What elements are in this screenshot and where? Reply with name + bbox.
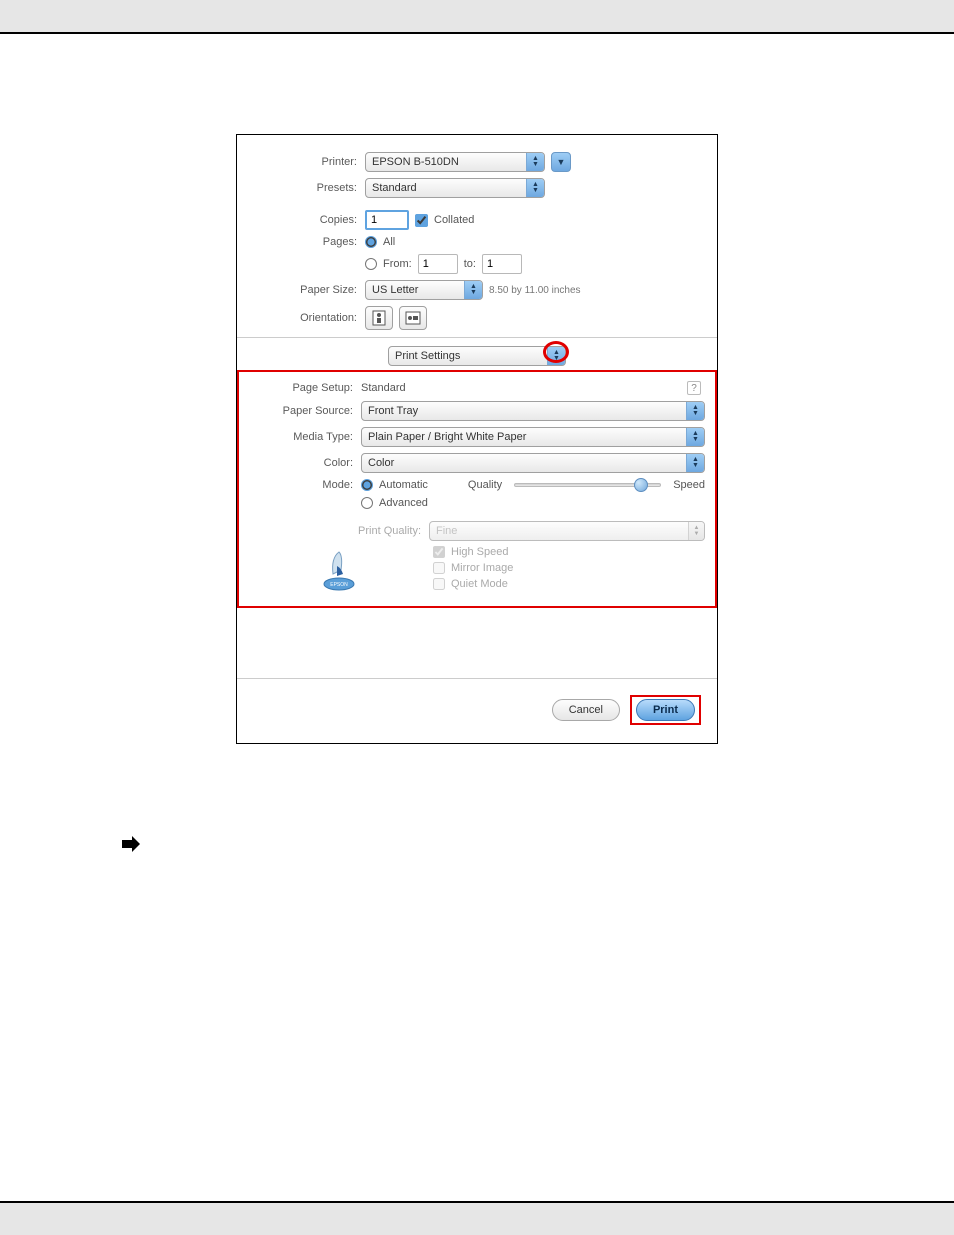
page-footer-bar (0, 1201, 954, 1235)
pages-label: Pages: (237, 236, 365, 248)
from-page-input[interactable] (418, 254, 458, 274)
paper-dimensions-text: 8.50 by 11.00 inches (489, 285, 581, 296)
print-button[interactable]: Print (636, 699, 695, 721)
print-quality-select: Fine ▲▼ (429, 521, 705, 541)
mirror-image-label: Mirror Image (445, 562, 513, 574)
page-header-bar (0, 0, 954, 34)
stepper-icon: ▲▼ (686, 428, 704, 446)
high-speed-checkbox (433, 546, 445, 558)
help-icon[interactable]: ? (687, 381, 701, 395)
collated-label: Collated (434, 214, 474, 226)
advanced-label: Advanced (379, 497, 428, 509)
collated-checkbox[interactable] (415, 214, 428, 227)
stepper-icon: ▲▼ (526, 179, 544, 197)
printer-select[interactable]: EPSON B-510DN ▲▼ (365, 152, 545, 172)
paper-size-label: Paper Size: (237, 284, 365, 296)
mode-advanced-radio[interactable] (361, 497, 373, 509)
divider (237, 337, 717, 338)
quiet-mode-checkbox (433, 578, 445, 590)
stepper-icon: ▲▼ (688, 522, 704, 540)
stepper-icon: ▲▼ (464, 281, 482, 299)
copies-label: Copies: (237, 214, 365, 226)
quality-label: Quality (468, 479, 502, 491)
printer-label: Printer: (237, 156, 365, 168)
from-label: From: (383, 258, 412, 270)
footnote-arrow (120, 834, 834, 854)
epson-ink-icon: EPSON (317, 548, 361, 592)
to-label: to: (464, 258, 476, 270)
pages-all-label: All (383, 236, 395, 248)
divider (237, 678, 717, 679)
stepper-icon: ▲▼ (547, 347, 565, 365)
speed-label: Speed (673, 479, 705, 491)
automatic-label: Automatic (379, 479, 428, 491)
presets-label: Presets: (237, 182, 365, 194)
page-content: Printer: EPSON B-510DN ▲▼ ▼ Presets: Sta… (0, 34, 954, 854)
print-dialog: Printer: EPSON B-510DN ▲▼ ▼ Presets: Sta… (236, 134, 718, 744)
svg-text:EPSON: EPSON (330, 582, 348, 588)
quiet-mode-label: Quiet Mode (445, 578, 508, 590)
presets-select[interactable]: Standard ▲▼ (365, 178, 545, 198)
pages-all-radio[interactable] (365, 236, 377, 248)
print-quality-label: Print Quality: (249, 525, 429, 537)
pages-from-radio[interactable] (365, 258, 377, 270)
quality-speed-slider[interactable] (514, 483, 661, 487)
high-speed-label: High Speed (445, 546, 509, 558)
color-label: Color: (249, 457, 361, 469)
color-select[interactable]: Color ▲▼ (361, 453, 705, 473)
mirror-image-checkbox (433, 562, 445, 574)
media-type-label: Media Type: (249, 431, 361, 443)
stepper-icon: ▲▼ (686, 402, 704, 420)
orientation-label: Orientation: (237, 312, 365, 324)
arrow-icon (120, 834, 142, 854)
paper-size-select[interactable]: US Letter ▲▼ (365, 280, 483, 300)
stepper-icon: ▲▼ (686, 454, 704, 472)
section-select[interactable]: Print Settings ▲▼ (388, 346, 566, 366)
slider-thumb[interactable] (634, 478, 648, 492)
copies-input[interactable] (365, 210, 409, 230)
to-page-input[interactable] (482, 254, 522, 274)
print-settings-highlight-box: Page Setup: Standard ? Paper Source: Fro… (237, 370, 717, 608)
page-setup-value: Standard (361, 382, 406, 394)
paper-source-select[interactable]: Front Tray ▲▼ (361, 401, 705, 421)
expand-button[interactable]: ▼ (551, 152, 571, 172)
stepper-icon: ▲▼ (526, 153, 544, 171)
cancel-button[interactable]: Cancel (552, 699, 620, 721)
print-button-highlight: Print (630, 695, 701, 725)
page-setup-label: Page Setup: (249, 382, 361, 394)
mode-automatic-radio[interactable] (361, 479, 373, 491)
mode-label: Mode: (249, 479, 361, 491)
paper-source-label: Paper Source: (249, 405, 361, 417)
orientation-portrait-button[interactable] (365, 306, 393, 330)
orientation-landscape-button[interactable] (399, 306, 427, 330)
media-type-select[interactable]: Plain Paper / Bright White Paper ▲▼ (361, 427, 705, 447)
